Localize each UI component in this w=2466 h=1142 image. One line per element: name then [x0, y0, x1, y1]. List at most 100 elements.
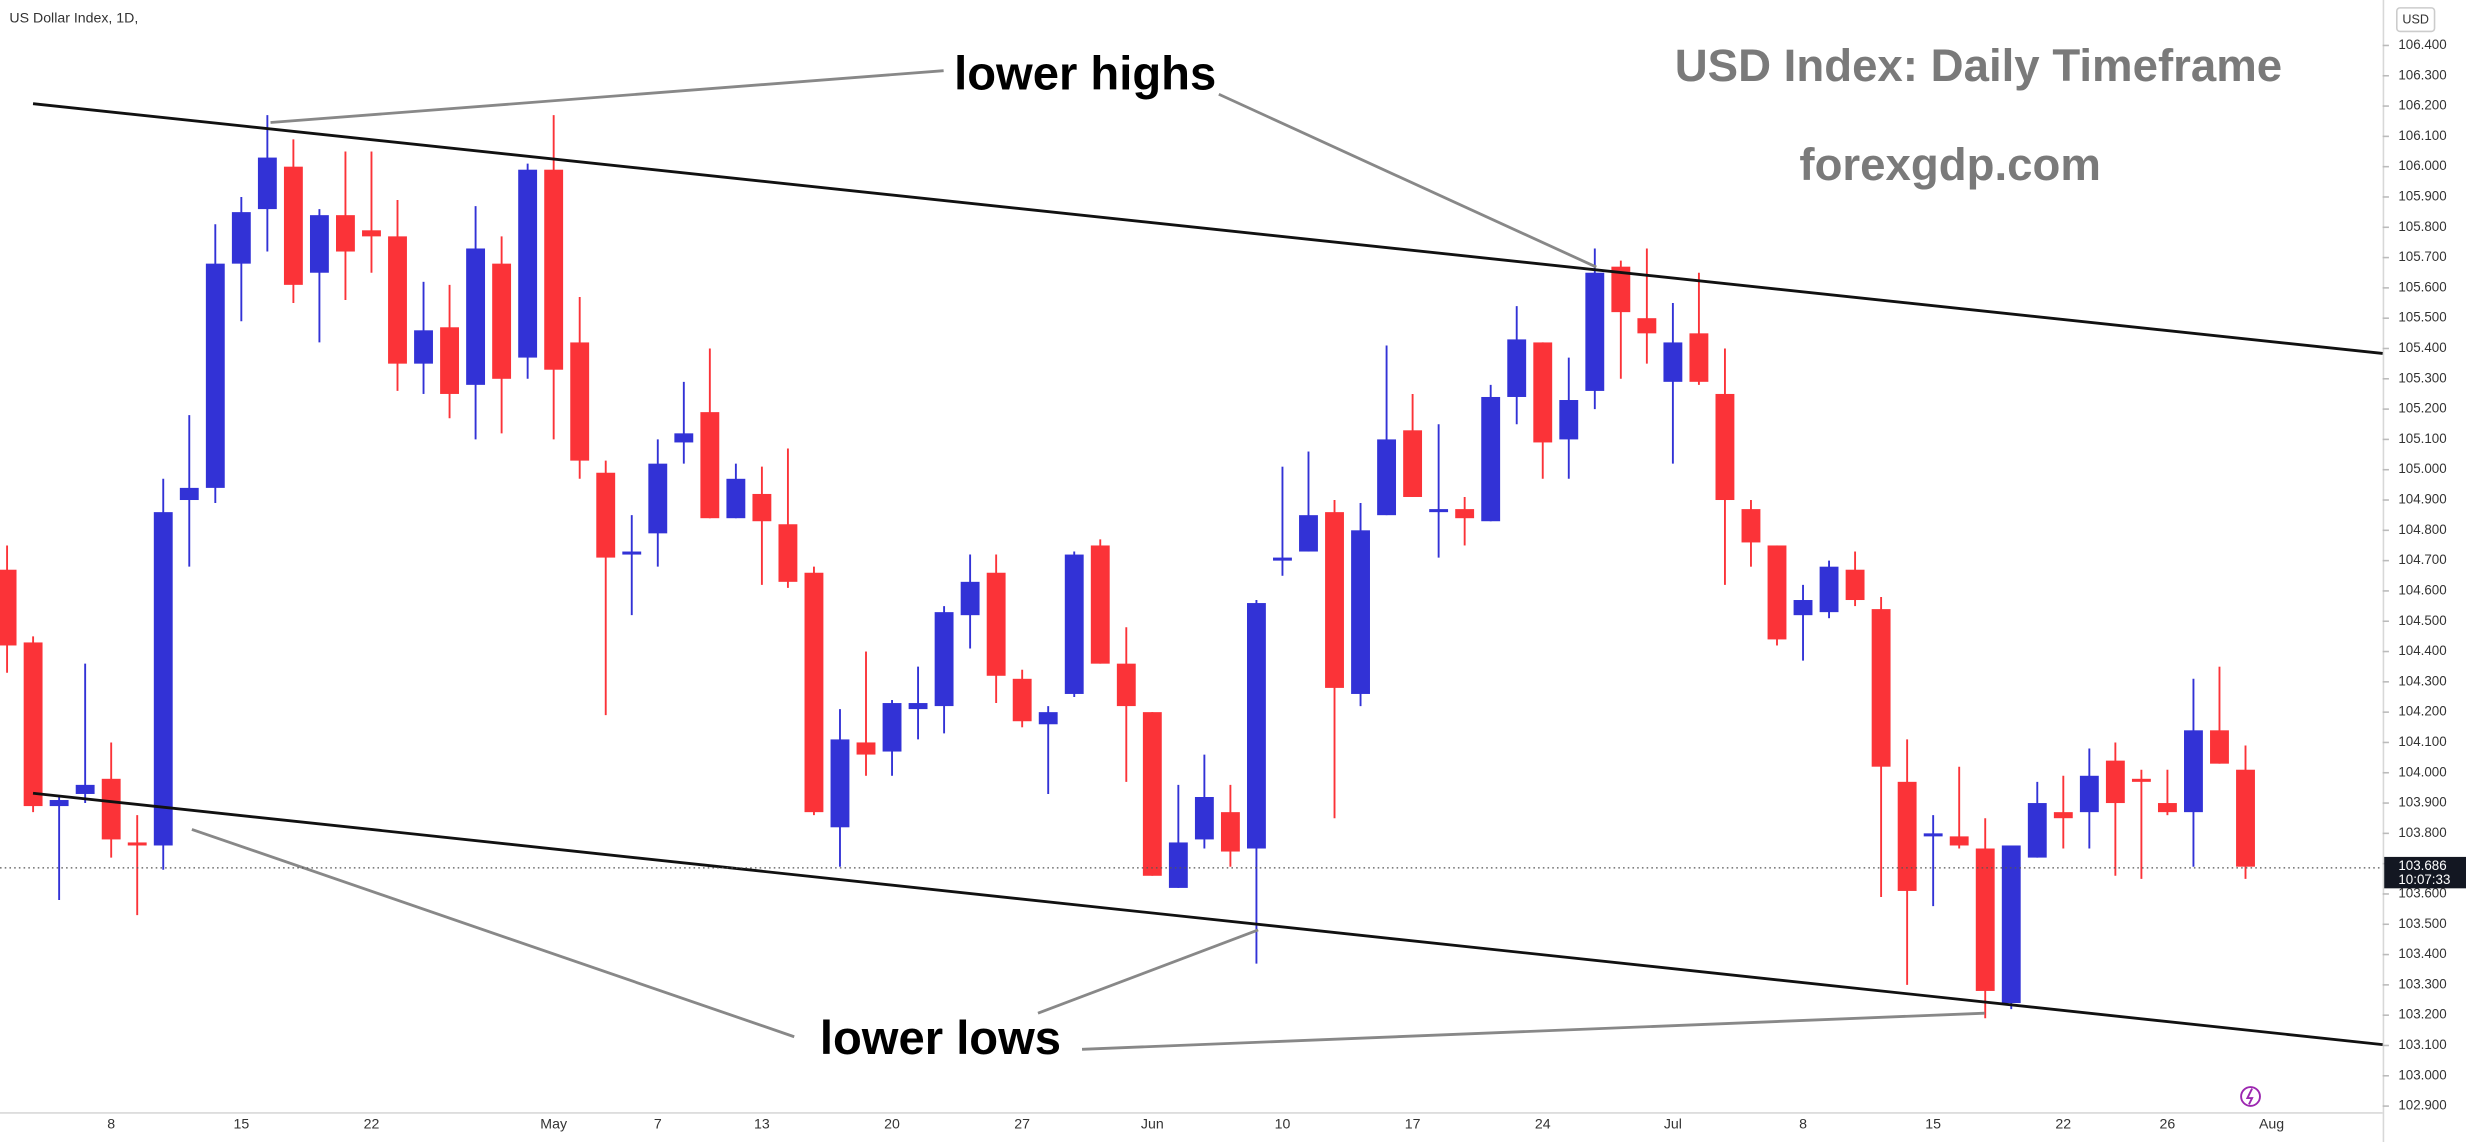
- candle-body: [1559, 400, 1579, 440]
- candle-body: [1273, 557, 1292, 561]
- candle-body: [1845, 569, 1865, 601]
- candle-body: [1923, 833, 1943, 837]
- candle-body: [518, 169, 538, 358]
- x-tick-label: 24: [1535, 1115, 1551, 1131]
- y-tick-label: 106.400: [2398, 37, 2446, 52]
- y-tick-label: 104.900: [2398, 492, 2446, 507]
- x-tick-label: 22: [2055, 1115, 2071, 1131]
- candle-body: [75, 784, 95, 794]
- candle-body: [440, 327, 459, 394]
- y-tick-label: 105.900: [2398, 189, 2446, 204]
- x-tick-label: 15: [1925, 1115, 1941, 1131]
- candle-body: [1715, 393, 1735, 501]
- y-tick-label: 105.300: [2398, 370, 2446, 385]
- candle-body: [1064, 554, 1084, 694]
- candle-body: [908, 703, 928, 710]
- y-tick-label: 104.300: [2398, 673, 2446, 688]
- candle-body: [2236, 769, 2255, 867]
- candle-body: [1194, 796, 1214, 840]
- alert-icon[interactable]: [2240, 1086, 2261, 1107]
- y-tick-label: 105.500: [2398, 310, 2446, 325]
- y-tick-label: 106.100: [2398, 128, 2446, 143]
- candle-body: [1220, 812, 1240, 852]
- candle-body: [1897, 781, 1917, 891]
- y-tick-label: 104.400: [2398, 643, 2446, 658]
- candle-body: [960, 581, 980, 616]
- candle-body: [1403, 430, 1423, 497]
- connector: [270, 69, 944, 124]
- candle-body: [2079, 775, 2099, 813]
- candle-body: [882, 703, 902, 752]
- y-tick-label: 103.900: [2398, 795, 2446, 810]
- candle-body: [1090, 545, 1110, 664]
- candle-body: [1116, 663, 1136, 707]
- candle-body: [1325, 512, 1344, 688]
- candle-body: [1767, 545, 1787, 640]
- candle-body: [1507, 339, 1527, 397]
- candle-body: [2053, 812, 2073, 819]
- x-tick-label: 10: [1275, 1115, 1291, 1131]
- candle-body: [2001, 845, 2021, 1004]
- x-tick-label: 27: [1014, 1115, 1030, 1131]
- annotation: lower lows: [820, 1011, 1061, 1064]
- x-tick-label: 15: [233, 1115, 249, 1131]
- y-tick-label: 104.600: [2398, 582, 2446, 597]
- candle-body: [596, 472, 616, 558]
- candle-body: [23, 642, 43, 807]
- candle-body: [1663, 342, 1683, 382]
- y-tick-label: 104.500: [2398, 613, 2446, 628]
- y-tick-label: 105.000: [2398, 461, 2446, 476]
- candle-body: [1975, 848, 1995, 991]
- candle-body: [153, 512, 173, 846]
- candle-body: [2184, 730, 2203, 813]
- y-tick-label: 104.100: [2398, 734, 2446, 749]
- candle-body: [466, 248, 486, 385]
- candle-body: [1611, 266, 1631, 313]
- candle-body: [830, 739, 850, 828]
- candle-body: [1038, 712, 1058, 725]
- candle-body: [414, 330, 433, 364]
- x-tick-label: 22: [364, 1115, 380, 1131]
- candle-body: [700, 412, 720, 519]
- candle-body: [856, 742, 876, 755]
- x-tick-label: 26: [2160, 1115, 2176, 1131]
- x-tick-label: 8: [1799, 1115, 1807, 1131]
- candle-body: [1012, 678, 1032, 722]
- candle-body: [1871, 609, 1891, 767]
- candle-body: [362, 230, 381, 237]
- candle-body: [2105, 760, 2125, 804]
- candle-body: [49, 800, 69, 807]
- candle-body: [2027, 803, 2047, 858]
- candle-body: [231, 212, 251, 264]
- chart-title: USD Index: Daily Timeframe: [1675, 40, 2282, 91]
- candle-body: [622, 551, 642, 555]
- candle-body: [2210, 730, 2229, 764]
- candle-body: [1351, 530, 1370, 694]
- candle-body: [648, 463, 668, 534]
- last-price-label: 103.686: [2398, 858, 2446, 873]
- y-tick-label: 104.200: [2398, 704, 2446, 719]
- candle-body: [2157, 803, 2177, 813]
- candle-body: [674, 433, 694, 443]
- candle-body: [986, 572, 1006, 676]
- y-tick-label: 103.300: [2398, 976, 2446, 991]
- y-tick-label: 105.400: [2398, 340, 2446, 355]
- x-tick-label: May: [540, 1115, 568, 1131]
- annotation: lower highs: [954, 46, 1216, 99]
- last-price-box: [2384, 856, 2466, 889]
- candle-body: [1585, 272, 1605, 391]
- candle-body: [388, 236, 407, 364]
- candle-body: [1819, 566, 1839, 613]
- candle-body: [1741, 509, 1761, 543]
- x-tick-label: Aug: [2259, 1115, 2284, 1131]
- y-tick-label: 103.600: [2398, 886, 2446, 901]
- y-tick-label: 103.800: [2398, 825, 2446, 840]
- candle-body: [179, 487, 199, 501]
- candle-body: [283, 166, 303, 285]
- candle-body: [1689, 333, 1709, 382]
- candle-body: [0, 569, 17, 646]
- candle-body: [1246, 603, 1266, 849]
- candle-body: [726, 478, 746, 519]
